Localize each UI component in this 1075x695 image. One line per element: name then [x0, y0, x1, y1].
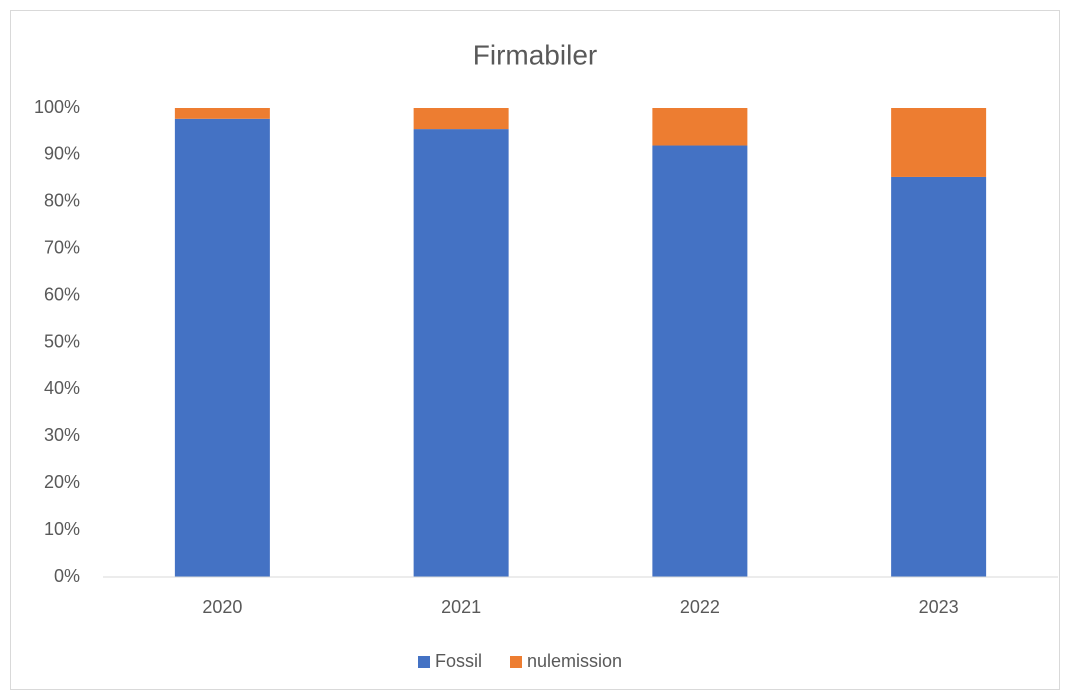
y-tick-label: 30%	[44, 425, 80, 445]
bar-segment	[891, 176, 987, 577]
legend-label: Fossil	[435, 651, 482, 671]
y-tick-label: 10%	[44, 519, 80, 539]
y-tick-label: 40%	[44, 378, 80, 398]
bar-segment	[174, 108, 270, 119]
bar-segment	[413, 129, 509, 578]
y-tick-label: 70%	[44, 237, 80, 257]
y-tick-label: 100%	[34, 97, 80, 117]
x-tick-label: 2021	[441, 597, 481, 617]
y-tick-label: 0%	[54, 566, 80, 586]
chart-title: Firmabiler	[473, 39, 597, 70]
bar-segment	[891, 108, 987, 177]
bar-segment	[174, 118, 270, 578]
legend-swatch	[418, 656, 430, 668]
bar-segment	[652, 145, 748, 577]
x-tick-label: 2023	[919, 597, 959, 617]
y-tick-label: 20%	[44, 472, 80, 492]
x-tick-label: 2020	[202, 597, 242, 617]
y-tick-label: 50%	[44, 331, 80, 351]
legend-label: nulemission	[527, 651, 622, 671]
y-tick-label: 90%	[44, 144, 80, 164]
legend-swatch	[510, 656, 522, 668]
y-tick-label: 60%	[44, 284, 80, 304]
y-tick-label: 80%	[44, 191, 80, 211]
bar-segment	[652, 108, 748, 146]
x-tick-label: 2022	[680, 597, 720, 617]
bar-segment	[413, 108, 509, 130]
